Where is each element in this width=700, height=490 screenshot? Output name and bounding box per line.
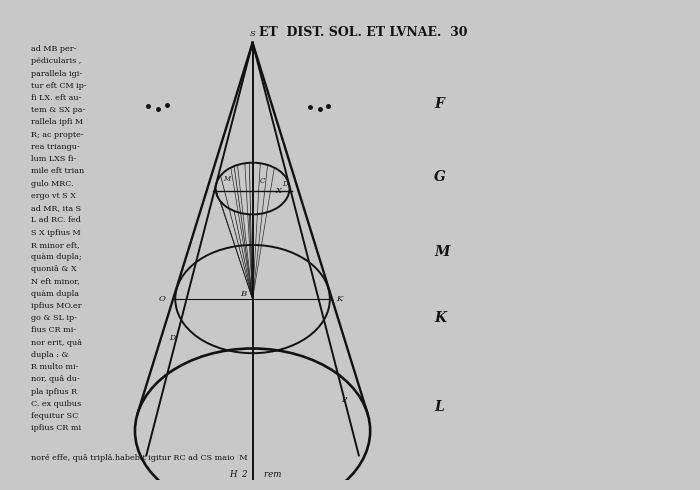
Text: lum LXS fi-: lum LXS fi- xyxy=(31,155,76,163)
Text: gulo MRC.: gulo MRC. xyxy=(31,180,74,188)
Text: quoniâ & X: quoniâ & X xyxy=(31,265,76,273)
Text: tur eft CM ip-: tur eft CM ip- xyxy=(31,82,86,90)
Text: C. ex quibus: C. ex quibus xyxy=(31,400,81,408)
Text: dupla : &: dupla : & xyxy=(31,351,69,359)
Text: F: F xyxy=(434,97,444,111)
Text: quàm dupla;: quàm dupla; xyxy=(31,253,81,261)
Text: M: M xyxy=(434,245,449,259)
Text: B: B xyxy=(239,291,246,298)
Text: K: K xyxy=(434,311,446,325)
Text: pla ipfius R: pla ipfius R xyxy=(31,388,77,395)
Text: K: K xyxy=(337,295,343,303)
Text: pédicularis ,: pédicularis , xyxy=(31,57,81,65)
Text: R minor eft,: R minor eft, xyxy=(31,241,79,249)
Text: P: P xyxy=(341,396,346,404)
Text: nor, quâ du-: nor, quâ du- xyxy=(31,375,80,383)
Text: noré effe, quâ triplâ.habebit igitur RC ad CS maio  M: noré effe, quâ triplâ.habebit igitur RC … xyxy=(31,454,247,463)
Text: C: C xyxy=(260,177,265,185)
Text: go & SL ip-: go & SL ip- xyxy=(31,314,77,322)
Text: S X ipfius M: S X ipfius M xyxy=(31,228,80,237)
Text: ad MR, ita S: ad MR, ita S xyxy=(31,204,81,212)
Text: quàm dupla: quàm dupla xyxy=(31,290,79,298)
Text: R; ac propte-: R; ac propte- xyxy=(31,131,83,139)
Text: R multo mi-: R multo mi- xyxy=(31,363,78,371)
Text: fi LX. eft au-: fi LX. eft au- xyxy=(31,94,81,102)
Text: X: X xyxy=(276,187,281,195)
Text: G: G xyxy=(434,170,446,184)
Text: ipfius CR mi: ipfius CR mi xyxy=(31,424,81,432)
Text: fius CR mi-: fius CR mi- xyxy=(31,326,76,334)
Text: L: L xyxy=(434,400,444,414)
Text: ET  DIST. SOL. ET LVNAE.  30: ET DIST. SOL. ET LVNAE. 30 xyxy=(259,26,468,39)
Text: fequitur SC: fequitur SC xyxy=(31,412,78,420)
Text: tem & SX pa-: tem & SX pa- xyxy=(31,106,85,114)
Text: S: S xyxy=(250,30,255,38)
Text: L ad RC. fed: L ad RC. fed xyxy=(31,216,80,224)
Text: D: D xyxy=(169,334,175,342)
Text: ergo vt S X: ergo vt S X xyxy=(31,192,76,200)
Text: ad MB per-: ad MB per- xyxy=(31,45,76,53)
Text: rea triangu-: rea triangu- xyxy=(31,143,80,151)
Text: O: O xyxy=(158,295,165,303)
Text: H  2      rem: H 2 rem xyxy=(229,470,281,479)
Text: nor erit, quâ: nor erit, quâ xyxy=(31,339,82,346)
Text: mile eft trian: mile eft trian xyxy=(31,168,84,175)
Text: N eft minor,: N eft minor, xyxy=(31,277,80,286)
Text: rallela ipfi M: rallela ipfi M xyxy=(31,119,83,126)
Text: ipfius MO.er: ipfius MO.er xyxy=(31,302,81,310)
Text: M: M xyxy=(223,175,230,183)
Text: parallela igi-: parallela igi- xyxy=(31,70,82,77)
Text: D: D xyxy=(282,180,288,188)
